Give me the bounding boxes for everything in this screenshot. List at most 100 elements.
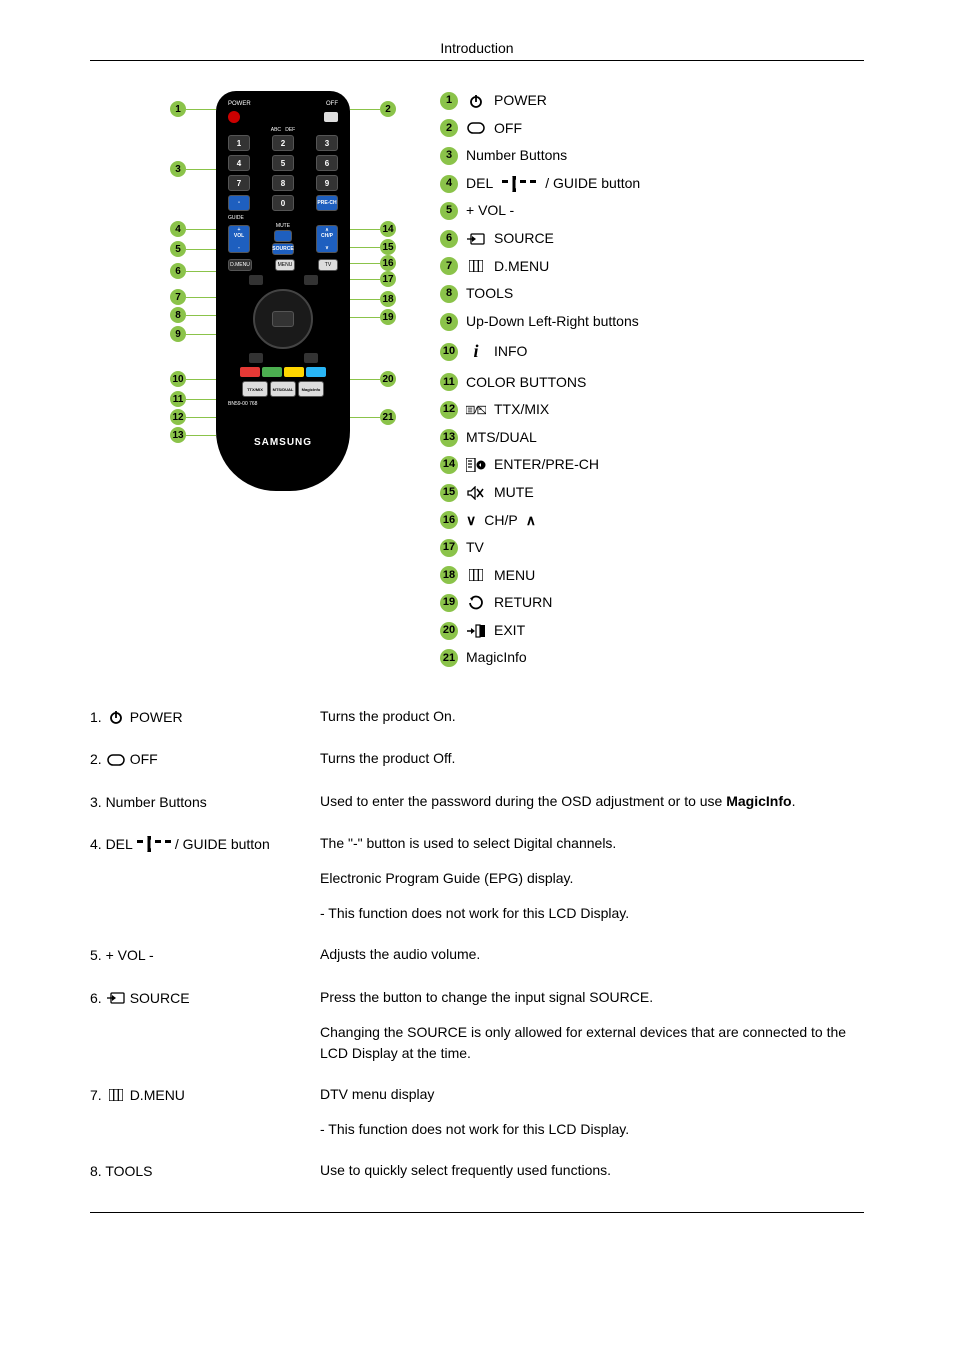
callout-line (186, 249, 216, 250)
legend-item: 20 EXIT (440, 621, 864, 641)
callout-line (186, 297, 216, 298)
callout-number: 17 (380, 271, 396, 287)
legend-number: 2 (440, 119, 458, 137)
legend-number: 20 (440, 622, 458, 640)
legend-label: INFO (494, 342, 527, 362)
desc-label: 6. SOURCE (90, 987, 320, 1009)
legend-label: TTX/MIX (494, 400, 549, 420)
desc-label: 8. TOOLS (90, 1160, 320, 1182)
callout-line (350, 379, 380, 380)
legend-item: 3Number Buttons (440, 146, 864, 166)
desc-label: 4. DEL / GUIDE button (90, 833, 320, 855)
callout-number: 11 (170, 391, 186, 407)
legend-number: 5 (440, 202, 458, 220)
legend-label: EXIT (494, 621, 525, 641)
callout-line (186, 109, 216, 110)
top-section: POWEROFF ABC DEF 123 456 789 -0PRE-CH GU… (90, 91, 864, 676)
legend-label: MTS/DUAL (466, 428, 537, 448)
desc-text: The "-" button is used to select Digital… (320, 833, 864, 924)
legend-item: 6SOURCE (440, 229, 864, 249)
legend-label: MENU (494, 566, 535, 586)
legend-item: 17TV (440, 538, 864, 558)
callout-number: 20 (380, 371, 396, 387)
legend-label: TOOLS (466, 284, 513, 304)
callout-number: 6 (170, 263, 186, 279)
callout-number: 3 (170, 161, 186, 177)
legend-label: Number Buttons (466, 146, 567, 166)
desc-text: Use to quickly select frequently used fu… (320, 1160, 864, 1181)
return-icon (466, 595, 486, 611)
legend-item: 21MagicInfo (440, 648, 864, 668)
ttx-icon (466, 403, 486, 417)
legend-number: 12 (440, 401, 458, 419)
desc-text: Turns the product Off. (320, 748, 864, 769)
chevron-down-icon: ∨ (466, 511, 476, 531)
callout-line (350, 417, 380, 418)
legend-item: 19 RETURN (440, 593, 864, 613)
legend-item: 5 + VOL - (440, 201, 864, 221)
info-icon: i (466, 339, 486, 364)
legend-number: 16 (440, 511, 458, 529)
desc-text: DTV menu display - This function does no… (320, 1084, 864, 1140)
desc-text: Press the button to change the input sig… (320, 987, 864, 1064)
callout-line (186, 435, 216, 436)
legend-number: 21 (440, 649, 458, 667)
source-icon (466, 233, 486, 245)
desc-label: 5. + VOL - (90, 944, 320, 966)
callout-number: 2 (380, 101, 396, 117)
callout-number: 1 (170, 101, 186, 117)
legend-label: RETURN (494, 593, 552, 613)
legend-number: 13 (440, 429, 458, 447)
legend-number: 4 (440, 175, 458, 193)
chevron-up-icon: ∧ (526, 511, 536, 531)
desc-row-del: 4. DEL / GUIDE button The "-" button is … (90, 833, 864, 924)
callout-line (350, 109, 380, 110)
callout-number: 21 (380, 409, 396, 425)
off-icon (106, 754, 126, 766)
menu-icon (466, 569, 486, 581)
callout-line (186, 229, 216, 230)
callout-line (186, 169, 216, 170)
del-icon (501, 176, 537, 192)
power-icon (466, 93, 486, 109)
legend-item: 8TOOLS (440, 284, 864, 304)
callout-line (186, 315, 216, 316)
callout-line (350, 299, 380, 300)
enter-icon (466, 458, 486, 472)
legend-item: 7D.MENU (440, 257, 864, 277)
callout-line (350, 247, 380, 248)
legend-number: 19 (440, 594, 458, 612)
legend-item: 9Up-Down Left-Right buttons (440, 312, 864, 332)
menu-icon (466, 260, 486, 272)
legend-item: 15MUTE (440, 483, 864, 503)
legend-label: COLOR BUTTONS (466, 373, 586, 393)
legend-number: 11 (440, 373, 458, 391)
legend-label: D.MENU (494, 257, 549, 277)
legend-item: 14ENTER/PRE-CH (440, 455, 864, 475)
callout-number: 9 (170, 326, 186, 342)
callout-number: 19 (380, 309, 396, 325)
desc-row-vol: 5. + VOL - Adjusts the audio volume. (90, 944, 864, 966)
legend-number: 6 (440, 230, 458, 248)
legend-number: 10 (440, 343, 458, 361)
callout-line (186, 271, 216, 272)
legend-item: 10 i INFO (440, 339, 864, 364)
legend-number: 18 (440, 566, 458, 584)
callout-line (350, 317, 380, 318)
desc-text: Adjusts the audio volume. (320, 944, 864, 965)
legend-label: + VOL - (466, 201, 514, 221)
legend-item: 13 MTS/DUAL (440, 428, 864, 448)
desc-label: 7. D.MENU (90, 1084, 320, 1106)
callout-number: 5 (170, 241, 186, 257)
callout-number: 15 (380, 239, 396, 255)
desc-text: Turns the product On. (320, 706, 864, 727)
mute-icon (466, 486, 486, 500)
callout-number: 7 (170, 289, 186, 305)
legend-item: 16∨ CH/P ∧ (440, 511, 864, 531)
desc-row-numbers: 3. Number Buttons Used to enter the pass… (90, 791, 864, 813)
callout-line (186, 399, 216, 400)
desc-row-power: 1. POWER Turns the product On. (90, 706, 864, 728)
desc-row-tools: 8. TOOLS Use to quickly select frequentl… (90, 1160, 864, 1182)
del-icon (137, 836, 171, 852)
power-icon (106, 709, 126, 725)
